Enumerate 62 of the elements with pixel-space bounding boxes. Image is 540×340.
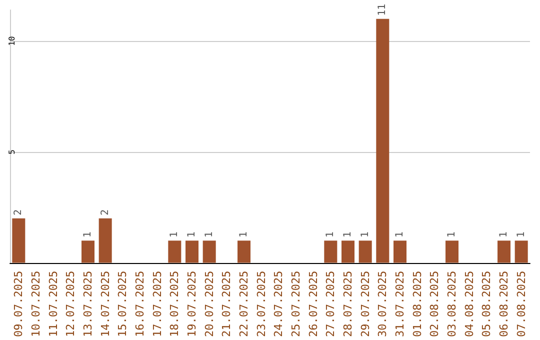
data-label: 1	[325, 232, 336, 238]
data-label: 2	[100, 209, 111, 216]
data-label: 11	[377, 4, 388, 16]
x-tick-label: 23.07.2025	[254, 270, 268, 338]
x-tick-label: 30.07.2025	[376, 270, 390, 338]
x-tick-label: 13.07.2025	[82, 270, 94, 338]
bar	[446, 240, 458, 263]
x-tick-label: 31.07.2025	[394, 270, 406, 338]
x-tick-label: 18.07.2025	[168, 270, 182, 338]
data-label: 1	[516, 232, 527, 238]
x-tick-label: 16.07.2025	[134, 270, 146, 338]
x-tick-label: 22.07.2025	[238, 270, 250, 338]
data-label: 1	[238, 232, 250, 238]
x-tick-label: 04.08.2025	[462, 270, 476, 338]
data-label: 1	[498, 232, 510, 238]
x-tick-label: 28.07.2025	[342, 270, 354, 338]
bar	[358, 240, 372, 263]
data-label: 1	[360, 232, 371, 238]
x-tick-label: 02.08.2025	[428, 270, 442, 338]
bar	[376, 18, 390, 263]
bar	[498, 240, 510, 263]
x-tick-label: 26.07.2025	[306, 270, 320, 338]
bar	[394, 240, 406, 263]
x-tick-label: 07.08.2025	[514, 270, 528, 338]
bar	[238, 240, 250, 263]
bar	[202, 240, 216, 263]
x-tick-label: 29.07.2025	[358, 270, 372, 338]
x-tick-label: 03.08.2025	[446, 270, 458, 338]
bar	[12, 218, 26, 263]
x-tick-label: 24.07.2025	[272, 270, 286, 338]
x-tick-label: 21.07.2025	[220, 270, 234, 338]
x-tick-label: 14.07.2025	[98, 270, 112, 338]
x-tick-label: 15.07.2025	[116, 270, 130, 338]
x-tick-label: 12.07.2025	[64, 270, 78, 338]
x-tick-label: 06.08.2025	[498, 270, 510, 338]
data-label: 1	[446, 232, 458, 238]
y-tick-label: 5	[8, 149, 16, 154]
bar	[324, 240, 338, 263]
x-tick-label: 10.07.2025	[30, 270, 42, 338]
bar	[168, 240, 182, 263]
x-tick-label: 27.07.2025	[324, 270, 338, 338]
x-tick-label: 17.07.2025	[150, 270, 164, 338]
bar	[342, 240, 354, 263]
bar	[82, 240, 94, 263]
data-label: 1	[186, 232, 198, 238]
data-label: 1	[82, 232, 94, 238]
data-label: 2	[13, 209, 24, 216]
x-tick-label: 09.07.2025	[12, 270, 26, 338]
x-tick-label: 25.07.2025	[290, 270, 302, 338]
y-tick-label: 10	[8, 36, 16, 46]
x-tick-label: 20.07.2025	[202, 270, 216, 338]
data-label: 1	[342, 232, 354, 238]
bar	[186, 240, 198, 263]
data-label: 1	[394, 232, 406, 238]
data-label: 1	[169, 232, 180, 238]
data-label: 1	[204, 232, 215, 238]
bar	[98, 218, 112, 263]
bar	[514, 240, 528, 263]
x-tick-label: 01.08.2025	[410, 270, 424, 338]
x-tick-label: 05.08.2025	[480, 270, 494, 338]
x-tick-label: 11.07.2025	[46, 270, 60, 338]
x-tick-label: 19.07.2025	[186, 270, 198, 338]
